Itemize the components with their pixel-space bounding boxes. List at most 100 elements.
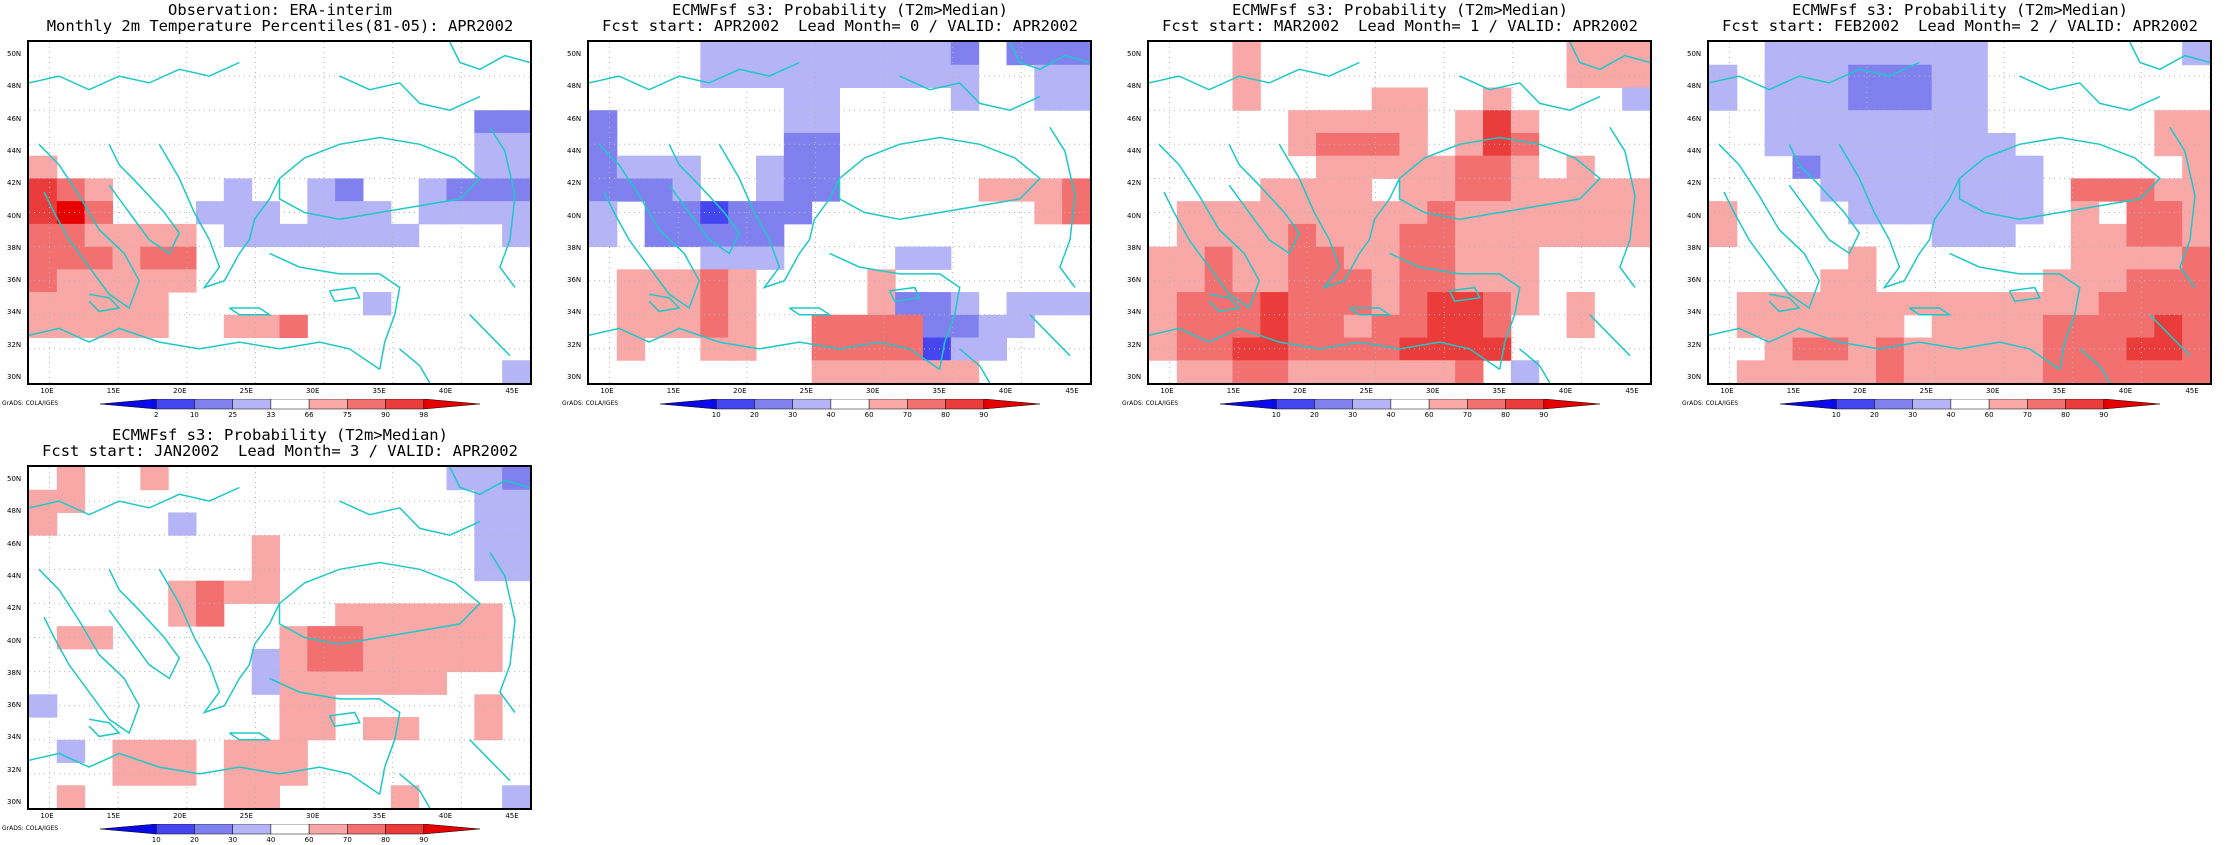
grid-cell xyxy=(2182,42,2210,66)
grid-cell xyxy=(2098,292,2127,316)
coastline xyxy=(2169,126,2196,288)
grid-cell xyxy=(335,603,364,627)
grid-cell xyxy=(1903,87,1933,111)
grid-cell xyxy=(1371,337,1400,361)
grid-cell xyxy=(1483,292,1512,316)
lat-label: 42N xyxy=(567,179,582,188)
grid-cell xyxy=(474,626,503,650)
grid-cell xyxy=(2182,178,2210,202)
grid-cell xyxy=(1316,155,1345,179)
grid-cell xyxy=(728,223,757,248)
grid-cell xyxy=(1316,314,1345,339)
grid-cell xyxy=(56,467,86,491)
grid-cell xyxy=(1510,155,1540,179)
grid-cell xyxy=(728,314,757,339)
grid-cell xyxy=(1204,223,1233,248)
lat-label: 40N xyxy=(567,211,582,220)
grid-cell xyxy=(1483,337,1512,361)
grid-cell xyxy=(1792,360,1821,383)
grid-cell xyxy=(1792,110,1821,134)
lat-label: 42N xyxy=(7,179,22,188)
grid-cell xyxy=(756,178,785,202)
lat-label: 36N xyxy=(1127,276,1142,285)
grid-cell xyxy=(950,42,980,66)
grid-cell xyxy=(251,557,280,582)
grid-cell xyxy=(196,580,225,604)
grid-cell xyxy=(1903,42,1933,66)
coastline xyxy=(29,61,240,91)
grid-cell xyxy=(1316,201,1345,225)
map-frame xyxy=(1707,40,2212,385)
lon-label: 45E xyxy=(2185,387,2199,395)
grid-cell xyxy=(1848,292,1877,316)
grid-cell xyxy=(1399,201,1428,225)
lat-label: 36N xyxy=(567,276,582,285)
coastline xyxy=(108,568,181,680)
grid-cell xyxy=(168,512,197,536)
grid-cell xyxy=(279,671,308,695)
grid-cell xyxy=(1455,223,1484,248)
panel-title-line2: Fcst start: APR2002 Lead Month= 0 / VALI… xyxy=(602,17,1078,35)
lat-label: 50N xyxy=(7,50,22,58)
coastline xyxy=(2149,314,2191,357)
coastline xyxy=(158,568,281,714)
coastline xyxy=(228,307,272,316)
coastline xyxy=(399,348,431,383)
grid-cell xyxy=(783,110,813,134)
grid-cell xyxy=(1204,246,1233,270)
grid-cell xyxy=(1034,64,1063,88)
lon-label: 15E xyxy=(106,387,121,395)
grid-cell xyxy=(839,42,868,66)
grid-cell xyxy=(1876,132,1905,157)
grid-cell xyxy=(279,626,308,650)
coastline xyxy=(1398,136,1602,221)
grid-cell xyxy=(811,155,840,179)
grid-cell xyxy=(56,292,86,316)
grid-cell xyxy=(335,223,364,248)
grads-credit: GrADS: COLA/IGES xyxy=(562,400,619,407)
grid-cell xyxy=(474,467,503,491)
grid-cell xyxy=(474,489,503,513)
grid-cell xyxy=(1792,314,1821,339)
lat-label: 30N xyxy=(1687,373,1702,381)
grid-cell xyxy=(1288,337,1317,361)
grid-cell xyxy=(644,201,673,225)
coastline xyxy=(469,314,511,357)
grid-cell xyxy=(2154,337,2183,361)
lon-label: 40E xyxy=(998,387,1013,395)
grid-cell xyxy=(502,155,530,179)
grid-cell xyxy=(1538,201,1567,225)
grid-cell xyxy=(502,512,530,536)
grid-cell xyxy=(1931,337,1960,361)
lon-label: 10E xyxy=(40,387,54,395)
colorbar-label: 90 xyxy=(419,836,429,844)
grid-cell xyxy=(1371,132,1400,157)
grid-cell xyxy=(672,155,701,179)
grid-cell xyxy=(1931,223,1960,248)
grid-cell xyxy=(1566,223,1595,248)
coastline xyxy=(449,467,530,496)
grid-cell xyxy=(672,314,701,339)
lat-label: 50N xyxy=(1127,50,1142,58)
colorbar-label: 25 xyxy=(228,411,238,419)
grid-cell xyxy=(1260,360,1289,383)
grid-cell xyxy=(29,246,58,270)
lat-label: 34N xyxy=(1127,308,1142,317)
coastline xyxy=(328,711,361,728)
grid-cell xyxy=(1764,337,1793,361)
grid-cell xyxy=(29,223,58,248)
grid-cell xyxy=(1764,87,1793,111)
coastline xyxy=(29,486,240,516)
colorbar-label: 30 xyxy=(788,411,798,419)
map-canvas xyxy=(1709,42,2210,383)
grid-cell xyxy=(1371,360,1400,383)
grid-cell xyxy=(1288,360,1317,383)
grads-credit: GrADS: COLA/IGES xyxy=(2,400,59,407)
grid-cell xyxy=(1288,132,1317,157)
grid-cell xyxy=(783,201,813,225)
grid-cell xyxy=(783,178,813,202)
grid-cell xyxy=(390,648,420,673)
grid-cell xyxy=(1176,246,1206,270)
grid-cell xyxy=(1062,64,1090,88)
lat-label: 48N xyxy=(567,82,582,91)
